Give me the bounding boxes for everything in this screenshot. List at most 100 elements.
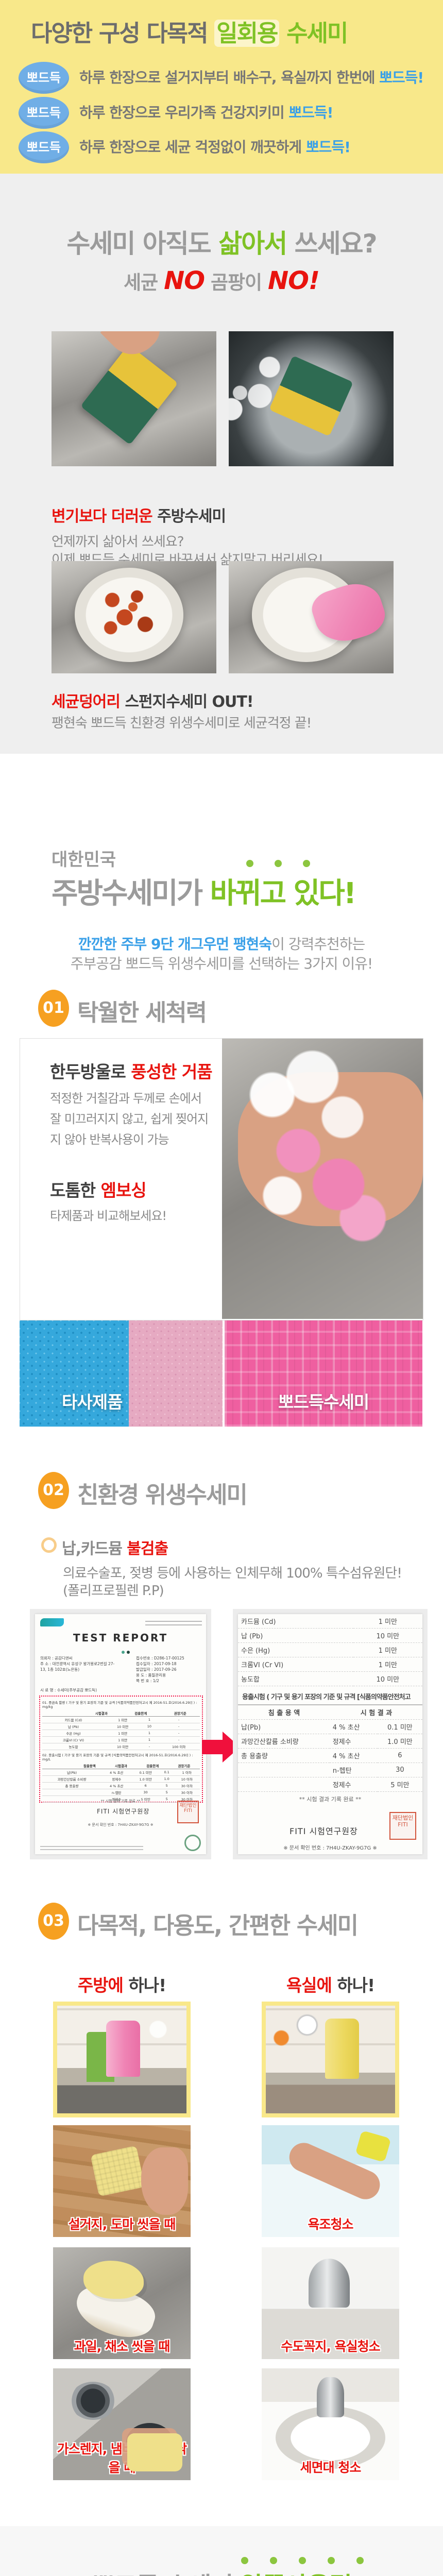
reasons-heading-green: 바뀌고 있다! [210, 877, 357, 910]
hero-bullet-row: 뽀드득 하루 한장으로 설거지부터 배수구, 욕실까지 한번에 뽀드득! [0, 62, 443, 95]
photo-boiling-sponge-pot [229, 331, 394, 466]
bullet-red: 불검출 [127, 1540, 168, 1558]
photo-wiping-plate-pink-cloth [229, 561, 394, 673]
green-dot-icon [356, 2557, 364, 2564]
list-item: 의뢰자 : 공감디앤씨 [40, 1656, 73, 1660]
reasons-heading-gray: 주방수세미가 [52, 877, 210, 910]
caption-rest: 주방수세미 [152, 507, 226, 526]
list-item: 주 소 : 대전광역시 유성구 왕가봉로2번길 27-13, 1층 102호(노… [40, 1662, 115, 1672]
list-item [42, 1762, 74, 1769]
green-dot-icon [328, 2557, 335, 2564]
photo-bathroom-roll [262, 2002, 399, 2117]
caption-red: 변기보다 더러운 [52, 507, 153, 526]
list-item: 접수번호 : D286-17-00125 [136, 1656, 184, 1660]
report-sample-name: 시 료 명 : 수세미(주부공감 뽀드득) [40, 1688, 97, 1692]
highlighted-results-box: 01. 중금속 함량 ( 기구 및 용기 포장의 기준 및 규격 [식품의약품안… [39, 1696, 203, 1803]
reason3-title: 다목적, 다용도, 간편한 수세미 [77, 1912, 359, 1939]
hero-bullet-row: 뽀드득 하루 한장으로 세균 걱정없이 깨끗하게 뽀드득! [0, 131, 443, 164]
number-badge-03: 03 [38, 1903, 69, 1940]
lab-logo [40, 1618, 64, 1626]
grid-caption: 수도꼭지, 욕실청소 [281, 2339, 380, 2354]
bathroom-column-head: 욕실에 하나! [262, 1972, 399, 1996]
hero-title-green-highlight: 일회용 [214, 20, 280, 47]
hero-row-accent: 뽀드득! [288, 104, 333, 121]
reason2-title: 친환경 위생수세미 [77, 1481, 248, 1509]
kitchen-column-head: 주방에 하나! [53, 1972, 191, 1996]
fiti-stamp: 재단법인 FITI [389, 1812, 416, 1840]
colhead-rest: 하나! [123, 1975, 166, 1995]
photo-gas-stove: 가스렌지, 냄비 찌든때 닦을 때 [53, 2368, 191, 2480]
hero-section: 다양한 구성 다목적 일회용 수세미 뽀드득 하루 한장으로 설거지부터 배수구… [0, 0, 443, 174]
boil-heading-green: 삶아서 [218, 229, 287, 259]
list-item: 검출한계 [121, 1710, 161, 1717]
green-dot-icon [241, 2557, 248, 2564]
list-item: 권장기준 [160, 1710, 200, 1717]
photo-kitchen-roll [53, 2002, 191, 2117]
reason2-line2: (폴리프로필렌 P.P) [63, 1583, 164, 1599]
grid-caption: 가스렌지, 냄비 찌든때 닦을 때 [57, 2442, 188, 2475]
grid-caption: 설거지, 도마 씻을 때 [68, 2217, 176, 2232]
report-dots-icon [121, 1646, 131, 1654]
green-dot-icon [270, 2557, 277, 2564]
table1-header: 시험결과 검출한계 권장기준 [42, 1710, 200, 1717]
tips-heading: 뽀드득 수세미 알뜰사용팁 [0, 2566, 443, 2576]
reason1-embossing-title: 도톰한 엠보싱 [50, 1177, 147, 1201]
photo-washing-vegetable: 과일, 채소 씻을 때 [53, 2247, 191, 2359]
list-item: 쪽 번 호 : 1/2 [136, 1679, 159, 1683]
brand-badge: 뽀드득 [19, 131, 69, 163]
list-item: 시험결과 [105, 1762, 137, 1769]
photo-cutting-board: 설거지, 도마 씻을 때 [53, 2125, 191, 2237]
caption-rest: 스펀지수세미 OUT! [120, 693, 253, 711]
hero-title: 다양한 구성 다목적 일회용 수세미 [31, 14, 348, 48]
list-item: 용 도 : 품질관리용 [136, 1673, 166, 1677]
report-fields-right: 접수번호 : D286-17-00125 접수일자 : 2017-09-18 발급일… [136, 1655, 203, 1684]
texture-label-ours: 뽀드득수세미 [278, 1392, 369, 1412]
green-dot-icon [246, 860, 253, 867]
photo-washbasin: 세면대 청소 [262, 2368, 399, 2480]
address-lines [145, 1618, 202, 1625]
texture-competitor-blue [20, 1320, 129, 1427]
tips-section: 뽀드득 수세미 알뜰사용팁 주방에서는 마지막 개수대 청소를 욕실에서는 마지… [0, 2526, 443, 2576]
fiti-signature: FITI 시험연구원장 [289, 1826, 358, 1836]
report-complete-note: ** 시험 결과 기록 완료 ** [100, 1799, 141, 1803]
reason1-title: 탁월한 세척력 [77, 999, 207, 1026]
hero-row-accent: 뽀드득! [305, 139, 351, 156]
zoom-heavy-metal-table: 카드뮴 (Cd) 1 미만 납 (Pb) 10 미만 수은 (Hg) 1 미만 크롬VI (… [238, 1614, 422, 1686]
embossing-black: 도톰한 [50, 1180, 101, 1200]
embossing-red: 엠보싱 [100, 1180, 147, 1200]
hero-row-text: 하루 한장으로 세균 걱정없이 깨끗하게 [79, 139, 306, 156]
test-report-document: TEST REPORT 의뢰자 : 공감디앤씨 주 소 : 대전광역시 유성구 왕… [30, 1609, 211, 1859]
zoom-elution-header: 용출시험 ( 기구 및 용기 포장의 기준 및 규격 [식품의약품안전처고 [238, 1686, 422, 1705]
colhead-red: 욕실에 [286, 1975, 332, 1995]
green-dot-icon [303, 860, 310, 867]
ring-bullet-icon [41, 1537, 57, 1553]
col-test-result: 시 험 결 과 [360, 1709, 393, 1717]
reasons-section: 대한민국 주방수세미가 바뀌고 있다! 깐깐한 주부 9단 개그우먼 팽현숙이 … [0, 754, 443, 2526]
list-item [42, 1710, 82, 1717]
table1-caption: 01. 중금속 함량 ( 기구 및 용기 포장의 기준 및 규격 [식품의약품안… [42, 1701, 197, 1709]
texture-label-other: 타사제품 [62, 1392, 123, 1412]
reasons-sub-2: 주부공감 뽀드득 위생수세미를 선택하는 3가지 이유! [70, 955, 373, 972]
zoomed-result-document: 카드뮴 (Cd) 1 미만 납 (Pb) 10 미만 수은 (Hg) 1 미만 크롬VI (… [233, 1609, 428, 1859]
hero-row-text: 하루 한장으로 우리가족 건강지키미 [79, 104, 289, 121]
colhead-rest: 하나! [331, 1975, 375, 1995]
texture-competitor-pink [129, 1320, 223, 1427]
boil-section: 수세미 아직도 삶아서 쓰세요? 세균 NO 곰팡이 NO! 변기보다 더러운 … [0, 174, 443, 754]
grid-caption: 세면대 청소 [300, 2460, 362, 2475]
grid-caption: 욕조청소 [308, 2217, 353, 2232]
reason1-box-body: 적정한 거칠감과 두께로 손에서 잘 미끄러지지 않고, 쉽게 찢어지지 않아 … [50, 1091, 209, 1147]
green-seal [184, 1835, 201, 1851]
table2-caption: 02. 용출시험 ( 기구 및 용기 포장의 기준 및 규격 [식품의약품안전처… [42, 1753, 193, 1761]
list-item: 침출용액 [74, 1762, 106, 1769]
reasons-heading: 주방수세미가 바뀌고 있다! [52, 870, 357, 912]
reason2-line1: 의료수술포, 젖병 등에 사용하는 인체무해 100% 특수섬유원단! [63, 1566, 402, 1581]
list-item: 발급일자 : 2017-09-26 [136, 1667, 177, 1672]
reason2-bullet: 납,카드뮴 불검출 [62, 1536, 168, 1558]
grid-caption: 과일, 채소 씻을 때 [74, 2339, 171, 2354]
reason1-embossing-sub: 타제품과 비교해보세요! [50, 1209, 167, 1223]
list-item: 권장기준 [168, 1762, 200, 1769]
caption-sub-1: 언제까지 삶아서 쓰세요? [52, 534, 184, 550]
reason1-box-title: 한두방울로 풍성한 거품 [50, 1058, 213, 1083]
